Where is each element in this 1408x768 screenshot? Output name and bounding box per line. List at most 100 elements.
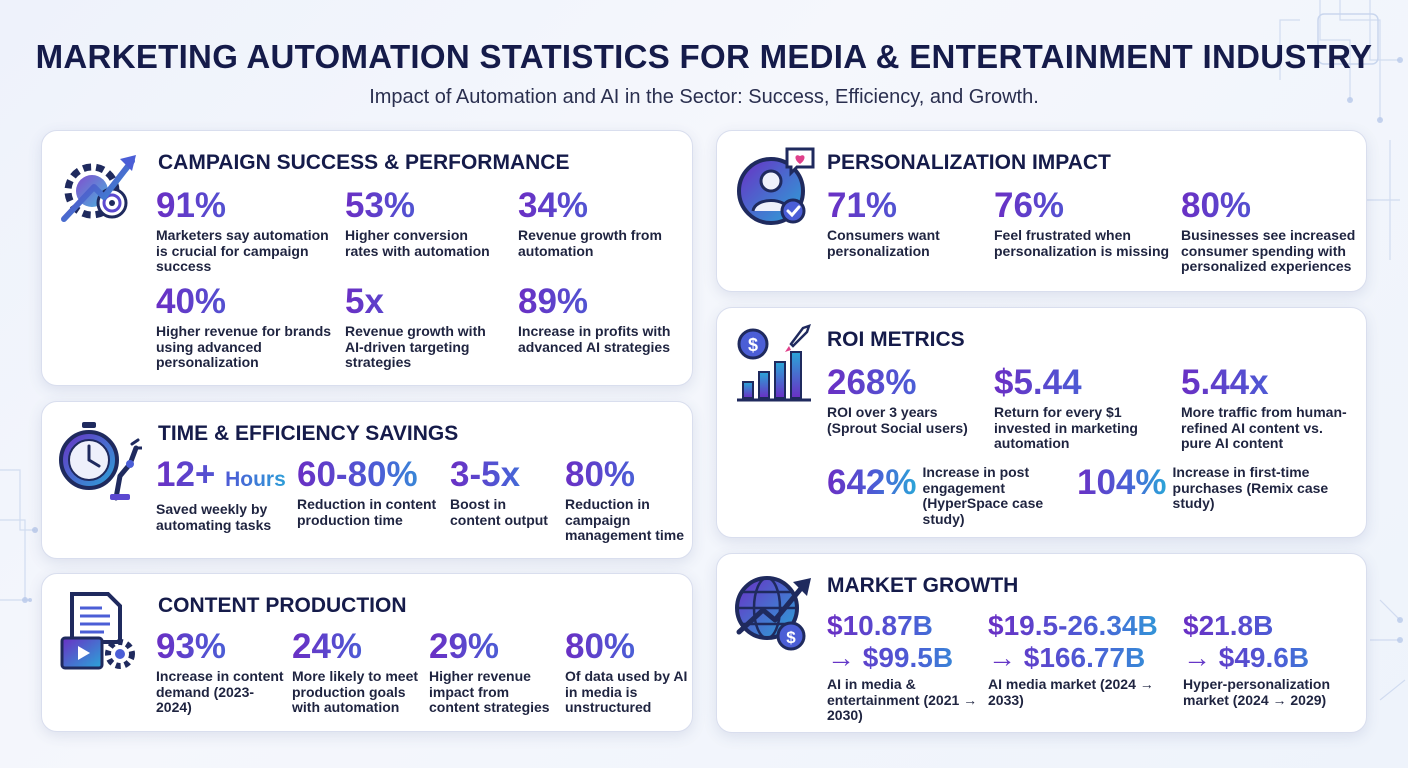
stat-value: 29%: [429, 628, 561, 666]
stat-item: 89% Increase in profits with advanced AI…: [518, 283, 678, 355]
stat-value: 89%: [518, 283, 678, 321]
stat-value: $21.8B: [1183, 610, 1359, 642]
card-heading: MARKET GROWTH: [827, 574, 1019, 597]
stat-item: 5.44x More traffic from human-refined AI…: [1181, 364, 1357, 452]
stat-label: Of data used by AI in media is unstructu…: [565, 668, 688, 715]
card-heading: PERSONALIZATION IMPACT: [827, 151, 1111, 174]
stat-item: 3-5x Boost in content output: [450, 456, 558, 528]
document-film-gear-icon: [60, 592, 135, 670]
stat-item: 71% Consumers want personalization: [827, 187, 987, 259]
stat-label: Increase in first-time purchases (Remix …: [1172, 464, 1329, 511]
stat-label: Higher conversion rates with automation: [345, 227, 490, 259]
stat-label: AI media market (2024 → 2033): [988, 676, 1154, 708]
stat-value: $19.5-26.34B: [988, 610, 1178, 642]
stat-label: Boost in content output: [450, 496, 548, 528]
page-title: MARKETING AUTOMATION STATISTICS FOR MEDI…: [35, 38, 1373, 75]
stat-value: 76%: [994, 187, 1170, 225]
stat-value: 60-80%: [297, 456, 447, 494]
stat-value: 24%: [292, 628, 426, 666]
stopwatch-robot-arm-icon: [59, 422, 142, 501]
stat-item: 80% Businesses see increased consumer sp…: [1181, 187, 1357, 275]
stat-value-target: → $166.77B: [988, 642, 1178, 674]
stat-label: Reduction in campaign management time: [565, 496, 685, 543]
stat-item: 5x Revenue growth with AI-driven targeti…: [345, 283, 505, 371]
stat-value: 91%: [156, 187, 332, 225]
stat-item: 40% Higher revenue for brands using adva…: [156, 283, 332, 371]
stat-value-target: → $99.5B: [827, 642, 987, 674]
stat-value: 5x: [345, 283, 505, 321]
stat-label: Return for every $1 invested in marketin…: [994, 404, 1138, 451]
svg-text:$: $: [748, 335, 758, 355]
stat-value: $5.44: [994, 364, 1164, 402]
stat-item: 104% Increase in first-time purchases (R…: [1077, 460, 1357, 512]
stat-item: 53% Higher conversion rates with automat…: [345, 187, 505, 259]
stat-label: Businesses see increased consumer spendi…: [1181, 227, 1356, 274]
time-efficiency-card: TIME & EFFICIENCY SAVINGS 12+ Hours Save…: [41, 401, 693, 559]
stat-item: 12+ Hours Saved weekly by automating tas…: [156, 456, 292, 533]
personalization-card: PERSONALIZATION IMPACT 71% Consumers wan…: [716, 130, 1367, 292]
page-subtitle: Impact of Automation and AI in the Secto…: [369, 86, 1039, 108]
stat-label: Reduction in content production time: [297, 496, 437, 528]
stat-item: 80% Of data used by AI in media is unstr…: [565, 628, 689, 716]
roi-metrics-card: $ ROI METRICS 268% ROI over 3 years (Spr…: [716, 307, 1367, 538]
stat-value: 80%: [565, 628, 689, 666]
stat-item: 29% Higher revenue impact from content s…: [429, 628, 561, 716]
stat-item: $21.8B → $49.6B Hyper-personalization ma…: [1183, 610, 1359, 708]
stat-label: Higher revenue impact from content strat…: [429, 668, 550, 715]
stat-label: More traffic from human-refined AI conte…: [1181, 404, 1347, 451]
stat-value: 34%: [518, 187, 678, 225]
stat-item: 268% ROI over 3 years (Sprout Social use…: [827, 364, 987, 436]
stat-label: Saved weekly by automating tasks: [156, 501, 272, 533]
card-heading: CAMPAIGN SUCCESS & PERFORMANCE: [158, 151, 570, 174]
stat-value: 93%: [156, 628, 284, 666]
stat-item: $19.5-26.34B → $166.77B AI media market …: [988, 610, 1178, 708]
stat-label: Hyper-personalization market (2024 → 202…: [1183, 676, 1331, 708]
stat-value: 12+ Hours: [156, 456, 292, 499]
stat-value: $10.87B: [827, 610, 987, 642]
dollar-bar-chart-rocket-icon: $: [737, 324, 811, 402]
stat-label: Revenue growth from automation: [518, 227, 662, 259]
stat-label: More likely to meet production goals wit…: [292, 668, 419, 715]
stat-label: Revenue growth with AI-driven targeting …: [345, 323, 486, 370]
stat-item: 91% Marketers say automation is crucial …: [156, 187, 332, 275]
stat-label: ROI over 3 years (Sprout Social users): [827, 404, 968, 436]
stat-item: $5.44 Return for every $1 invested in ma…: [994, 364, 1164, 452]
content-production-card: CONTENT PRODUCTION 93% Increase in conte…: [41, 573, 693, 732]
stat-label: Marketers say automation is crucial for …: [156, 227, 329, 274]
stat-label: AI in media & entertainment (2021 → 2030…: [827, 676, 978, 723]
stat-label: Increase in content demand (2023-2024): [156, 668, 284, 715]
card-heading: CONTENT PRODUCTION: [158, 594, 407, 617]
stat-label: Consumers want personalization: [827, 227, 940, 259]
market-growth-card: $ MARKET GROWTH $10.87B → $99.5B AI in m…: [716, 553, 1367, 733]
globe-growth-dollar-icon: $: [735, 576, 811, 651]
stat-value: 80%: [565, 456, 689, 494]
stat-value: 642%: [827, 463, 917, 502]
svg-text:$: $: [786, 628, 796, 647]
stat-value: 5.44x: [1181, 364, 1357, 402]
stat-value: 53%: [345, 187, 505, 225]
stat-value: 3-5x: [450, 456, 558, 494]
stat-item: 642% Increase in post engagement (HyperS…: [827, 460, 1067, 527]
stat-value: 40%: [156, 283, 332, 321]
user-heart-check-icon: [737, 147, 815, 225]
stat-item: $10.87B → $99.5B AI in media & entertain…: [827, 610, 987, 724]
stat-value-target: → $49.6B: [1183, 642, 1359, 674]
stat-item: 60-80% Reduction in content production t…: [297, 456, 447, 528]
card-heading: TIME & EFFICIENCY SAVINGS: [158, 422, 459, 445]
stat-label: Feel frustrated when personalization is …: [994, 227, 1170, 259]
gear-target-arrow-icon: [61, 155, 136, 222]
stat-unit: Hours: [225, 468, 286, 491]
stat-item: 93% Increase in content demand (2023-202…: [156, 628, 284, 716]
stat-value: 80%: [1181, 187, 1357, 225]
stat-value: 104%: [1077, 463, 1167, 502]
stat-label: Higher revenue for brands using advanced…: [156, 323, 332, 370]
campaign-success-card: CAMPAIGN SUCCESS & PERFORMANCE 91% Marke…: [41, 130, 693, 386]
stat-item: 76% Feel frustrated when personalization…: [994, 187, 1170, 259]
stat-label: Increase in post engagement (HyperSpace …: [922, 464, 1044, 527]
stat-value: 71%: [827, 187, 987, 225]
stat-label: Increase in profits with advanced AI str…: [518, 323, 671, 355]
stat-item: 80% Reduction in campaign management tim…: [565, 456, 689, 544]
stat-item: 24% More likely to meet production goals…: [292, 628, 426, 716]
stat-item: 34% Revenue growth from automation: [518, 187, 678, 259]
stat-value: 268%: [827, 364, 987, 402]
